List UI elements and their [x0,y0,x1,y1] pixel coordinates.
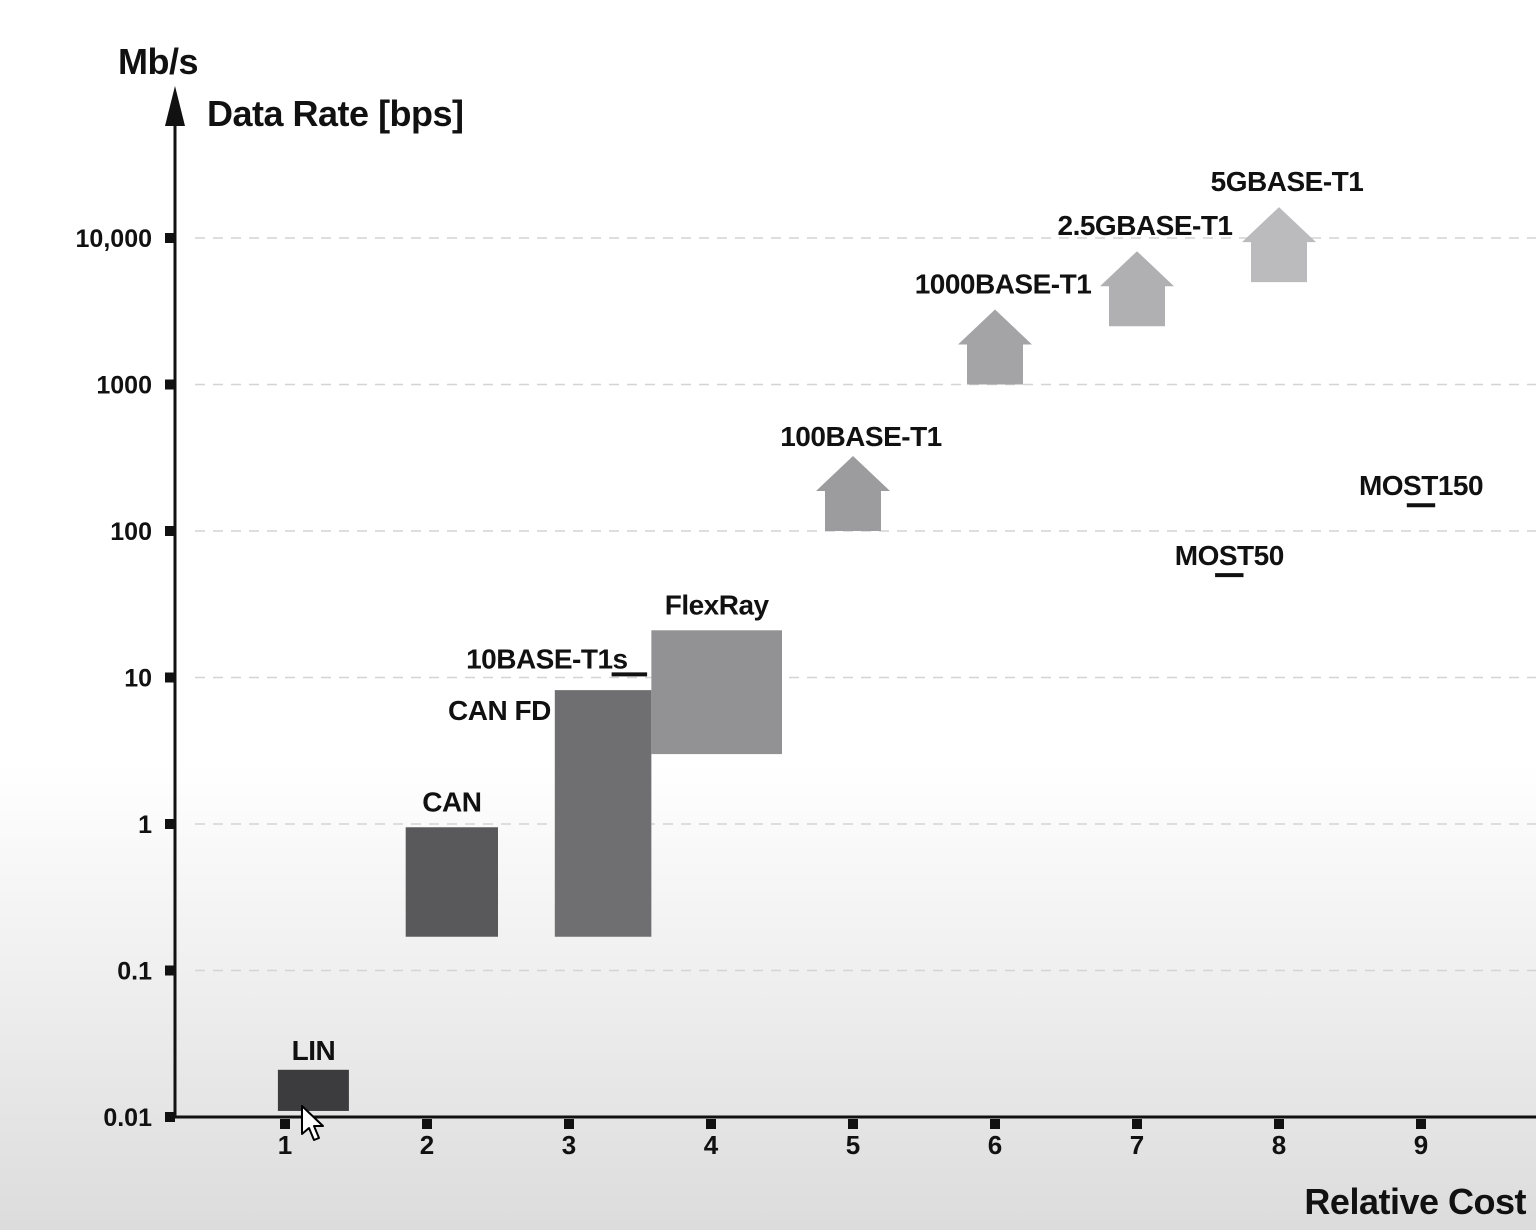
x-tick-label: 6 [988,1130,1002,1160]
y-tick-mark [165,379,175,390]
box-lin [277,1069,349,1111]
label-1000base-t1: 1000BASE-T1 [915,269,1092,300]
y-tick-label: 0.01 [103,1104,152,1132]
ticks: 0.01 0.1 1 10 100 1000 10,000 1 2 3 4 5 6 7 8 9 [76,225,1429,1160]
x-tick-mark [422,1119,432,1129]
x-tick-mark [1416,1119,1426,1129]
y-tick-mark [165,1112,175,1122]
box-can-fd [554,690,652,937]
label-lin: LIN [292,1035,336,1066]
arrow-2-5gbase-t1 [1100,251,1174,327]
y-tick-label: 10,000 [76,225,152,253]
x-tick-mark [280,1119,290,1129]
series-labels: LIN CAN CAN FD FlexRay 10BASE-T1s 100BASE-T1 1… [292,166,1484,1066]
y-tick-mark [165,965,175,976]
label-can: CAN [422,786,481,817]
y-tick-mark [165,672,175,683]
mouse-pointer-icon [301,1105,324,1141]
y-tick-label: 0.1 [117,958,152,986]
y-tick-label: 1000 [96,372,152,400]
label-5gbase-t1: 5GBASE-T1 [1211,166,1364,197]
x-tick-label: 1 [278,1130,292,1160]
y-tick-label: 1 [138,811,152,839]
x-tick-label: 7 [1130,1130,1144,1160]
data-marks [277,207,1436,1111]
arrow-1000base-t1 [958,309,1032,385]
x-tick-mark [1132,1119,1142,1129]
x-tick-mark [706,1119,716,1129]
x-tick-mark [990,1119,1000,1129]
arrow-5gbase-t1 [1242,207,1316,283]
x-tick-label: 9 [1414,1130,1428,1160]
label-flexray: FlexRay [665,589,770,620]
x-tick-mark [564,1119,574,1129]
box-flexray [651,630,782,755]
arrow-100base-t1 [816,456,890,531]
label-2-5gbase-t1: 2.5GBASE-T1 [1058,210,1233,241]
y-tick-mark [165,819,175,829]
x-tick-label: 8 [1272,1130,1286,1160]
y-tick-label: 10 [124,665,152,693]
x-axis-title: Relative Cost [1304,1181,1526,1222]
y-axis-arrowhead [165,86,185,126]
x-tick-mark [848,1119,858,1129]
unit-label: Mb/s [118,41,198,82]
label-10base-t1s: 10BASE-T1s [466,643,628,674]
y-tick-label: 100 [110,518,152,546]
label-100base-t1: 100BASE-T1 [780,421,942,452]
x-tick-mark [1274,1119,1284,1129]
gridlines [195,237,1536,972]
box-can [405,827,498,937]
label-most150: MOST150 [1359,470,1483,501]
label-can-fd: CAN FD [448,695,551,726]
x-tick-label: 5 [846,1130,860,1160]
label-most50: MOST50 [1175,540,1284,571]
x-tick-label: 3 [562,1130,576,1160]
x-tick-label: 2 [420,1130,434,1160]
y-axis-title: Data Rate [bps] [207,93,464,134]
axes [165,86,1536,1119]
y-tick-mark [165,526,175,536]
x-tick-label: 4 [704,1130,719,1160]
y-tick-mark [165,233,175,243]
